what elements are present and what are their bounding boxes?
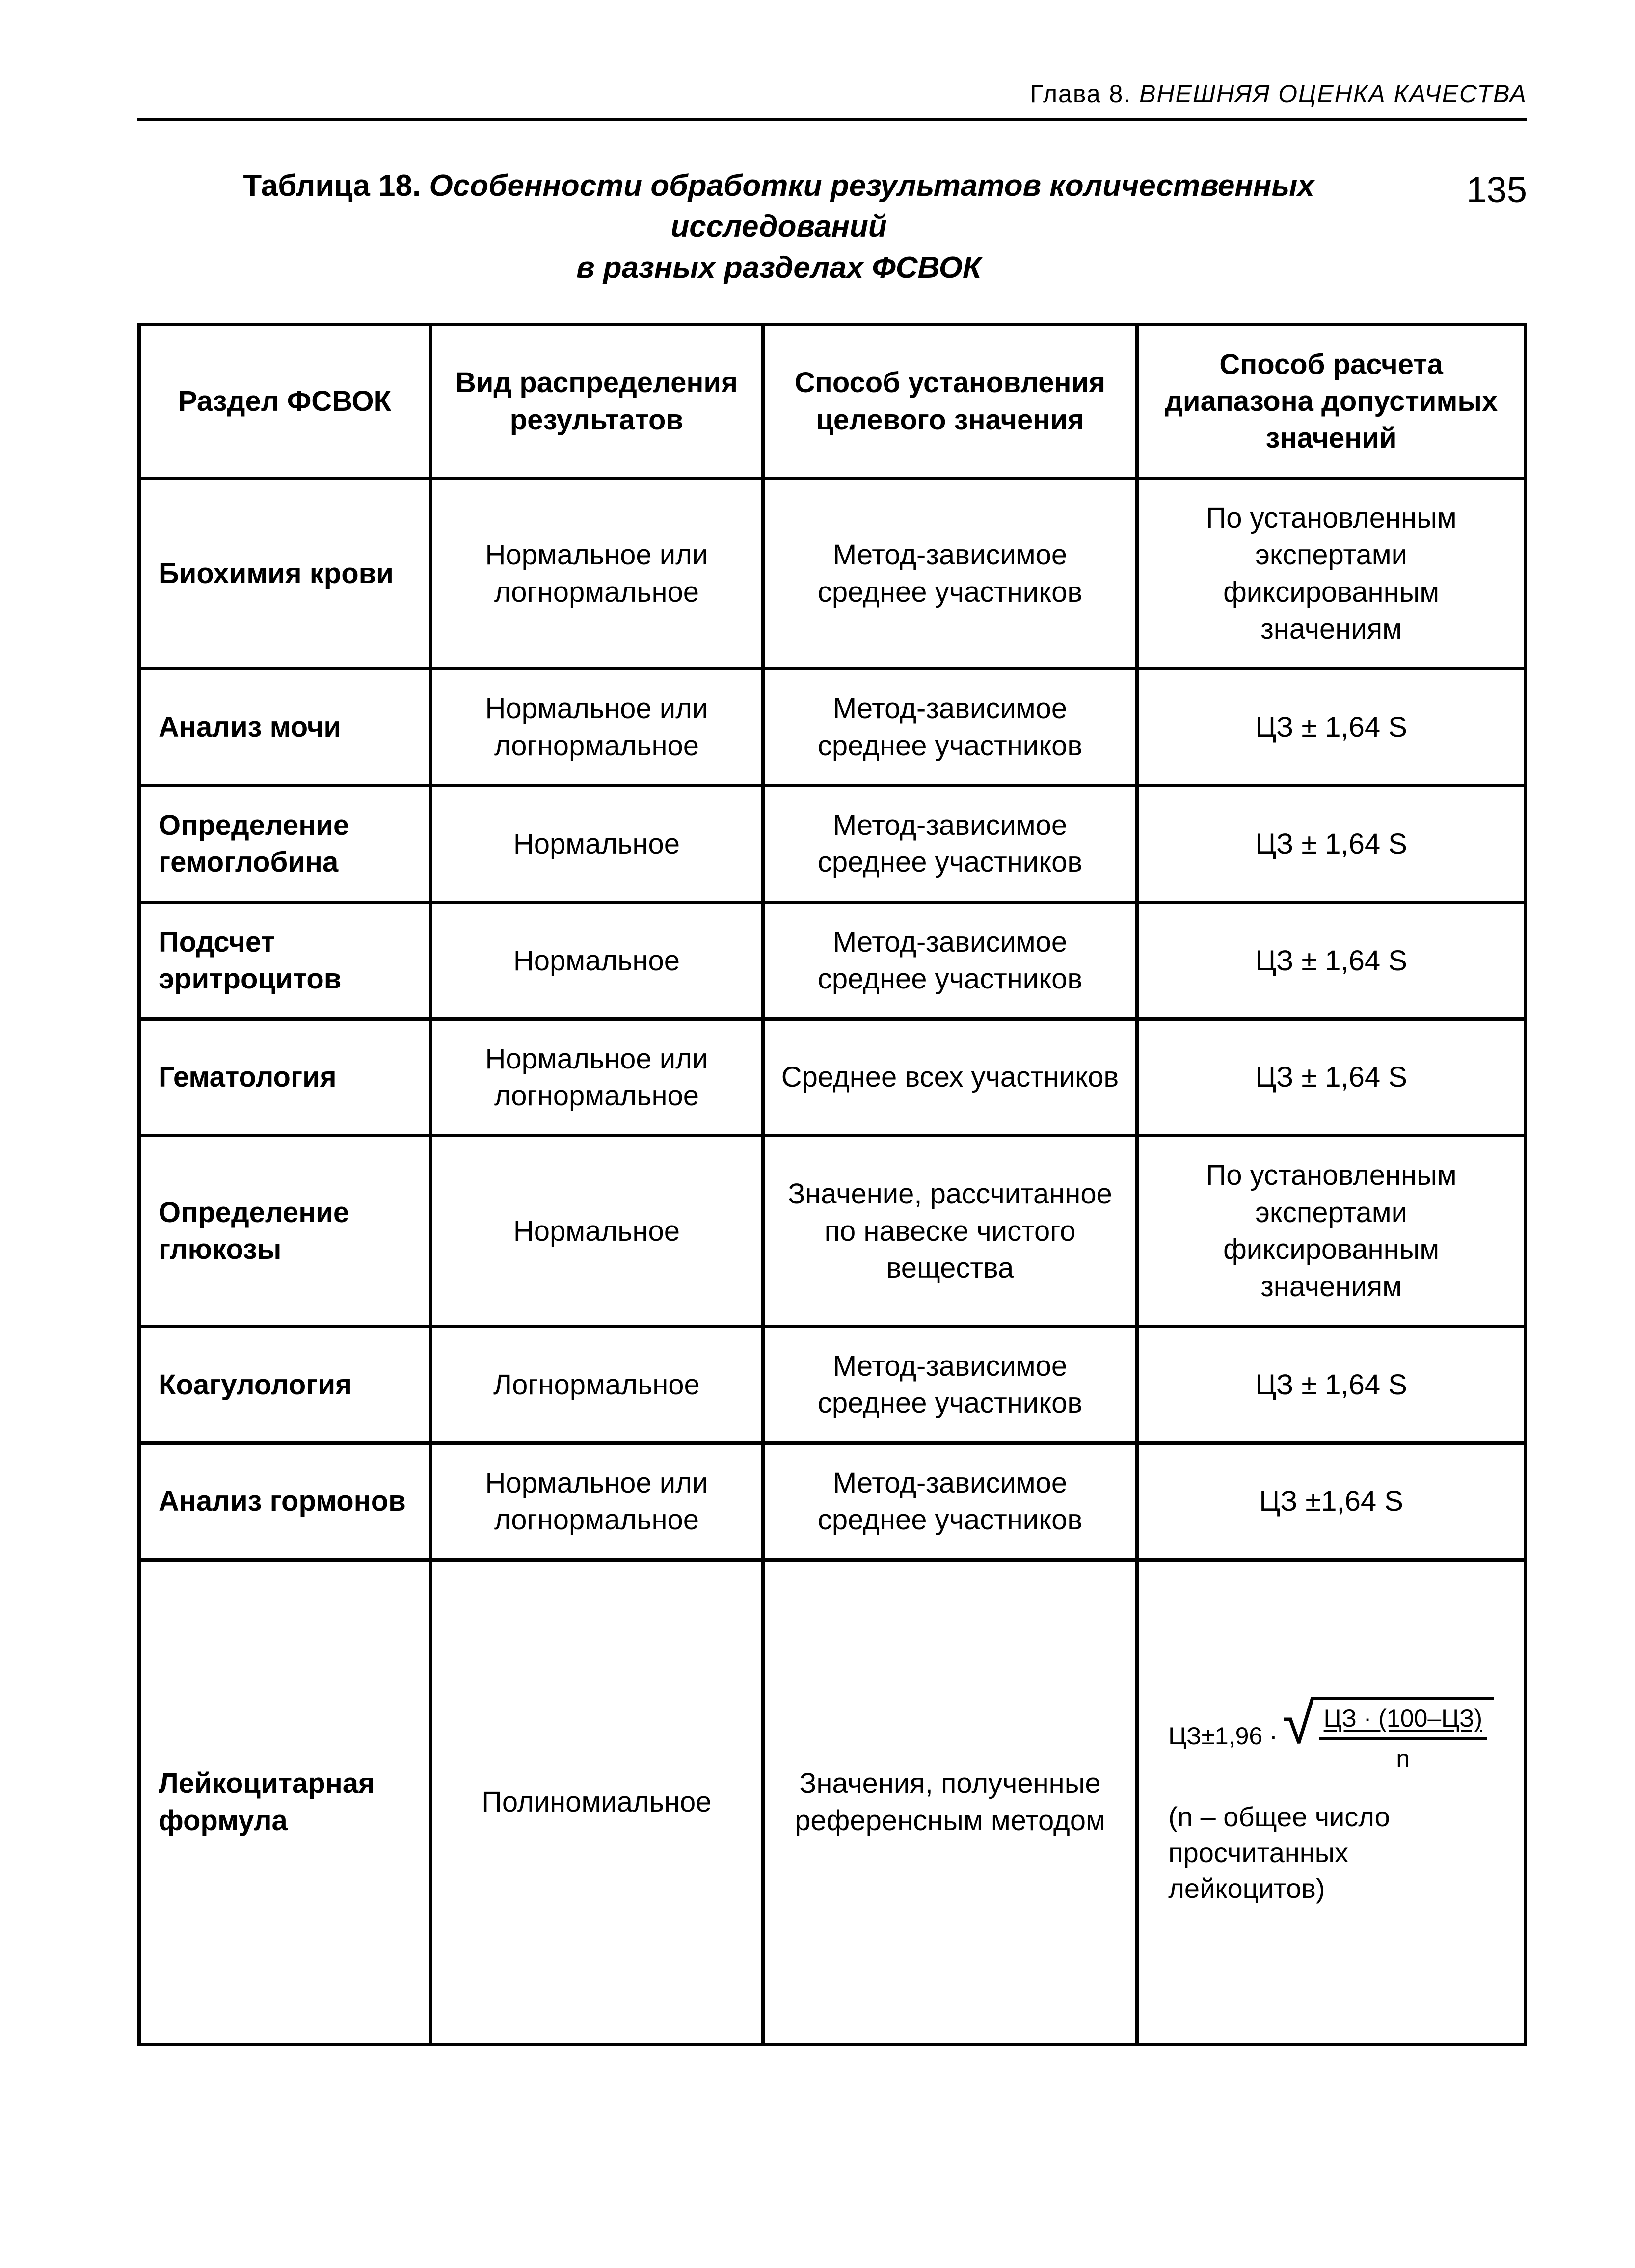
cell-distribution: Нормальное или логнормальное: [430, 1019, 763, 1136]
header-target: Способ установления целевого значения: [763, 324, 1137, 478]
formula: ЦЗ±1,96 ·√ЦЗ · (100–ЦЗ)n: [1168, 1697, 1494, 1775]
table-label: Таблица 18.: [243, 169, 421, 203]
cell-section: Гематология: [139, 1019, 430, 1136]
fraction-denominator: n: [1396, 1740, 1410, 1775]
table-row: КоагулологияЛогнормальноеМетод-зависимое…: [139, 1326, 1526, 1443]
cell-section: Определение гемоглобина: [139, 786, 430, 903]
table-title-line2: в разных разделах ФСВОК: [576, 251, 981, 285]
table-caption: Таблица 18. Особенности обработки резуль…: [137, 165, 1420, 289]
cell-range: ЦЗ ± 1,64 S: [1137, 786, 1526, 903]
cell-distribution: Полиномиальное: [430, 1560, 763, 2044]
title-row: Таблица 18. Особенности обработки резуль…: [137, 165, 1527, 289]
page-number: 135: [1420, 165, 1527, 213]
fraction-numerator: ЦЗ · (100–ЦЗ): [1319, 1703, 1487, 1740]
cell-distribution: Нормальное или логнормальное: [430, 669, 763, 786]
cell-range: ЦЗ ± 1,64 S: [1137, 1326, 1526, 1443]
table-row: Определение глюкозыНормальноеЗначение, р…: [139, 1136, 1526, 1327]
radical-sign: √: [1283, 1701, 1315, 1779]
main-table: Раздел ФСВОК Вид распределения результат…: [137, 323, 1527, 2046]
cell-distribution: Нормальное: [430, 786, 763, 903]
header-section: Раздел ФСВОК: [139, 324, 430, 478]
chapter-label: Глава 8.: [1030, 80, 1132, 107]
header-distribution: Вид распределения результатов: [430, 324, 763, 478]
formula-note: (n – общее число просчитанных лейкоцитов…: [1153, 1799, 1509, 1906]
cell-range: ЦЗ±1,96 ·√ЦЗ · (100–ЦЗ)n (n – общее число…: [1137, 1560, 1526, 2044]
cell-section: Биохимия крови: [139, 478, 430, 669]
header-range: Способ расчета диапазона допустимых знач…: [1137, 324, 1526, 478]
table-title-line1: Особенности обработки результатов количе…: [429, 169, 1314, 244]
cell-distribution: Нормальное: [430, 1136, 763, 1327]
cell-target: Метод-зависимое среднее участников: [763, 1443, 1137, 1560]
cell-distribution: Нормальное или логнормальное: [430, 1443, 763, 1560]
sqrt-icon: √ЦЗ · (100–ЦЗ)n: [1283, 1697, 1494, 1775]
cell-target: Метод-зависимое среднее участников: [763, 478, 1137, 669]
radicand: ЦЗ · (100–ЦЗ)n: [1312, 1697, 1494, 1775]
cell-distribution: Нормальное или логнормальное: [430, 478, 763, 669]
table-row: Анализ мочиНормальное или логнормальноеМ…: [139, 669, 1526, 786]
cell-section: Коагулология: [139, 1326, 430, 1443]
table-row: Подсчет эритроцитовНормальноеМетод-завис…: [139, 902, 1526, 1019]
cell-target: Значение, рассчитанное по навеске чистог…: [763, 1136, 1137, 1327]
cell-section: Подсчет эритроцитов: [139, 902, 430, 1019]
formula-prefix: ЦЗ±1,96 ·: [1168, 1720, 1278, 1752]
cell-target: Метод-зависимое среднее участников: [763, 902, 1137, 1019]
cell-target: Метод-зависимое среднее участников: [763, 669, 1137, 786]
table-row: Определение гемоглобинаНормальноеМетод-з…: [139, 786, 1526, 903]
cell-range: ЦЗ ± 1,64 S: [1137, 669, 1526, 786]
table-row: Лейкоцитарная формулаПолиномиальноеЗначе…: [139, 1560, 1526, 2044]
table-row: Биохимия кровиНормальное или логнормальн…: [139, 478, 1526, 669]
running-header: Глава 8. ВНЕШНЯЯ ОЦЕНКА КАЧЕСТВА: [137, 79, 1527, 121]
cell-range: По установленным экспертами фиксированны…: [1137, 1136, 1526, 1327]
formula-wrap: ЦЗ±1,96 ·√ЦЗ · (100–ЦЗ)n (n – общее число…: [1153, 1697, 1509, 1906]
cell-target: Метод-зависимое среднее участников: [763, 1326, 1137, 1443]
cell-range: По установленным экспертами фиксированны…: [1137, 478, 1526, 669]
cell-section: Анализ гормонов: [139, 1443, 430, 1560]
cell-target: Метод-зависимое среднее участников: [763, 786, 1137, 903]
cell-target: Значения, полученные референсным методом: [763, 1560, 1137, 2044]
table-row: ГематологияНормальное или логнормальноеС…: [139, 1019, 1526, 1136]
table-row: Анализ гормоновНормальное или логнормаль…: [139, 1443, 1526, 1560]
cell-section: Лейкоцитарная формула: [139, 1560, 430, 2044]
cell-target: Среднее всех участников: [763, 1019, 1137, 1136]
cell-range: ЦЗ ± 1,64 S: [1137, 902, 1526, 1019]
chapter-title: ВНЕШНЯЯ ОЦЕНКА КАЧЕСТВА: [1139, 80, 1527, 107]
cell-section: Определение глюкозы: [139, 1136, 430, 1327]
cell-distribution: Нормальное: [430, 902, 763, 1019]
table-header-row: Раздел ФСВОК Вид распределения результат…: [139, 324, 1526, 478]
cell-section: Анализ мочи: [139, 669, 430, 786]
cell-distribution: Логнормальное: [430, 1326, 763, 1443]
cell-range: ЦЗ ±1,64 S: [1137, 1443, 1526, 1560]
cell-range: ЦЗ ± 1,64 S: [1137, 1019, 1526, 1136]
